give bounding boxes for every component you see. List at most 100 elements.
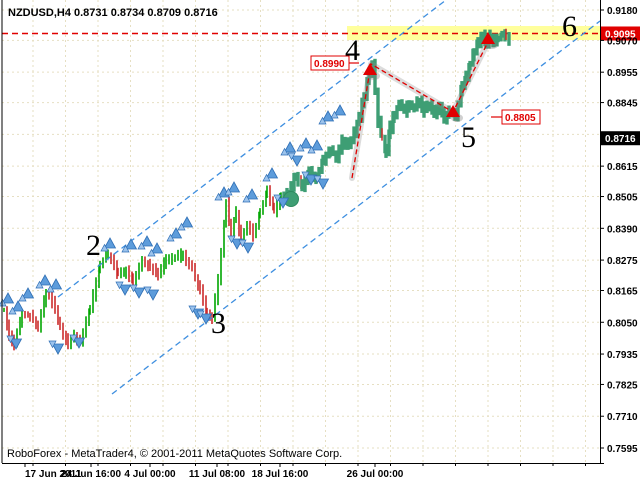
- zigzag-projection: [349, 37, 492, 181]
- signal-triangle-icon[interactable]: [446, 105, 460, 117]
- wave-number-3[interactable]: 3: [211, 307, 226, 340]
- fractal-up-icon[interactable]: [262, 167, 279, 182]
- fractal-arrows: [0, 104, 347, 355]
- fractal-up-icon[interactable]: [46, 278, 63, 293]
- fractal-arrow-main: [316, 178, 330, 190]
- fractal-arrow-main: [180, 216, 194, 228]
- fractal-up-icon[interactable]: [166, 227, 183, 242]
- fractal-arrow-main: [140, 235, 154, 247]
- current-price-badge: [601, 131, 640, 146]
- y-axis-label: 0.7935: [607, 350, 638, 361]
- fractal-arrow-main: [169, 227, 183, 239]
- y-axis-label: 0.8615: [607, 162, 638, 173]
- fractal-up-icon[interactable]: [8, 300, 25, 315]
- y-axis-label: 0.8275: [607, 256, 638, 267]
- fractal-arrow-tail: [307, 145, 316, 154]
- y-axis-label: 0.8955: [607, 68, 638, 79]
- fractal-arrow-tail: [224, 187, 233, 196]
- y-axis-label: 0.7595: [607, 444, 638, 455]
- price-tag-label: 0.8805: [505, 113, 536, 124]
- y-axis-label: 0.8165: [607, 286, 638, 297]
- signal-triangle-icon[interactable]: [481, 32, 495, 44]
- fractal-arrow-tail: [330, 110, 339, 119]
- fractal-arrow-tail: [318, 116, 327, 125]
- fractal-down-icon[interactable]: [287, 152, 304, 167]
- fractal-down-icon[interactable]: [238, 239, 255, 254]
- y-axis-label: 0.7710: [607, 412, 638, 423]
- fractal-down-icon[interactable]: [273, 194, 290, 209]
- fractal-arrow-tail: [196, 310, 205, 319]
- fractal-arrow-main: [245, 188, 259, 200]
- fractal-arrow-main: [150, 242, 164, 254]
- fractal-arrow-main: [49, 278, 63, 290]
- fractal-arrow-main: [124, 238, 138, 250]
- fractal-down-icon[interactable]: [143, 286, 160, 301]
- fractal-arrow-tail: [147, 248, 156, 257]
- fractal-arrow-tail: [166, 233, 175, 242]
- fractal-arrow-tail: [301, 171, 310, 180]
- trend-channel: [57, 0, 601, 395]
- fractal-arrow-tail: [242, 194, 251, 203]
- resistance-price-badge: [601, 26, 640, 41]
- wave-number-2[interactable]: 2: [86, 229, 101, 262]
- fractal-up-icon[interactable]: [177, 216, 194, 231]
- fractal-up-icon[interactable]: [307, 139, 324, 154]
- y-axis-label: 0.8845: [607, 99, 638, 110]
- fractal-up-icon[interactable]: [318, 110, 335, 125]
- fractal-down-icon[interactable]: [313, 175, 330, 190]
- wave-number-6[interactable]: 6: [562, 10, 577, 43]
- fractal-up-icon[interactable]: [35, 274, 52, 289]
- fractal-arrow-tail: [238, 239, 247, 248]
- fractal-down-icon[interactable]: [301, 171, 318, 186]
- signal-triangle-icon[interactable]: [363, 63, 377, 75]
- trend-channel-lower-line[interactable]: [111, 20, 601, 395]
- price-bars: [3, 28, 511, 351]
- fractal-down-icon[interactable]: [196, 310, 213, 325]
- price-tags: 0.8990 0.8805: [310, 55, 541, 125]
- fractal-arrow-tail: [18, 293, 27, 302]
- fractal-up-icon[interactable]: [121, 238, 138, 253]
- fractal-arrow-tail: [129, 284, 138, 293]
- y-axis-label: 0.8716: [605, 134, 636, 145]
- fractal-arrow-tail: [100, 243, 109, 252]
- fractal-arrow-tail: [296, 143, 305, 152]
- fractal-up-icon[interactable]: [224, 181, 241, 196]
- fractal-arrow-main: [11, 300, 25, 312]
- fractal-up-icon[interactable]: [242, 188, 259, 203]
- fractal-arrow-main: [103, 237, 117, 249]
- zigzag-line[interactable]: [351, 39, 490, 179]
- x-axis-label: 24 Jun 16:00: [61, 469, 121, 480]
- fractal-arrow-tail: [48, 340, 57, 349]
- y-axis-label: 0.8390: [607, 224, 638, 235]
- fractal-arrow-main: [333, 104, 347, 116]
- fractal-down-icon[interactable]: [6, 335, 23, 350]
- fractal-arrow-tail: [287, 152, 296, 161]
- fractal-up-icon[interactable]: [280, 141, 297, 156]
- fractal-up-icon[interactable]: [296, 137, 313, 152]
- y-axis-label: 0.7825: [607, 380, 638, 391]
- fractal-arrow-tail: [115, 281, 124, 290]
- fractal-arrow-main: [265, 167, 279, 179]
- fractal-up-icon[interactable]: [330, 104, 347, 119]
- price-tag-0.8990[interactable]: 0.8990: [310, 55, 359, 71]
- fractal-arrow-tail: [35, 280, 44, 289]
- x-axis-label: 11 Jul 08:00: [189, 469, 246, 480]
- fractal-down-icon[interactable]: [69, 334, 86, 349]
- trend-channel-upper-line[interactable]: [57, 0, 447, 298]
- y-axis-label: 0.9095: [605, 29, 636, 40]
- fractal-down-icon[interactable]: [48, 340, 65, 355]
- fractal-arrow-main: [276, 197, 290, 209]
- fractal-up-icon[interactable]: [147, 242, 164, 257]
- fractal-down-icon[interactable]: [115, 281, 132, 296]
- wave-number-4[interactable]: 4: [345, 34, 360, 67]
- fractal-up-icon[interactable]: [18, 287, 35, 302]
- fractal-up-icon[interactable]: [100, 237, 117, 252]
- fractal-up-icon[interactable]: [137, 235, 154, 250]
- fractal-arrow-tail: [188, 305, 197, 314]
- fractal-down-icon[interactable]: [129, 284, 146, 299]
- price-tag-0.8805[interactable]: 0.8805: [491, 109, 541, 125]
- fractal-arrow-main: [72, 337, 86, 349]
- wave-number-5[interactable]: 5: [461, 121, 476, 154]
